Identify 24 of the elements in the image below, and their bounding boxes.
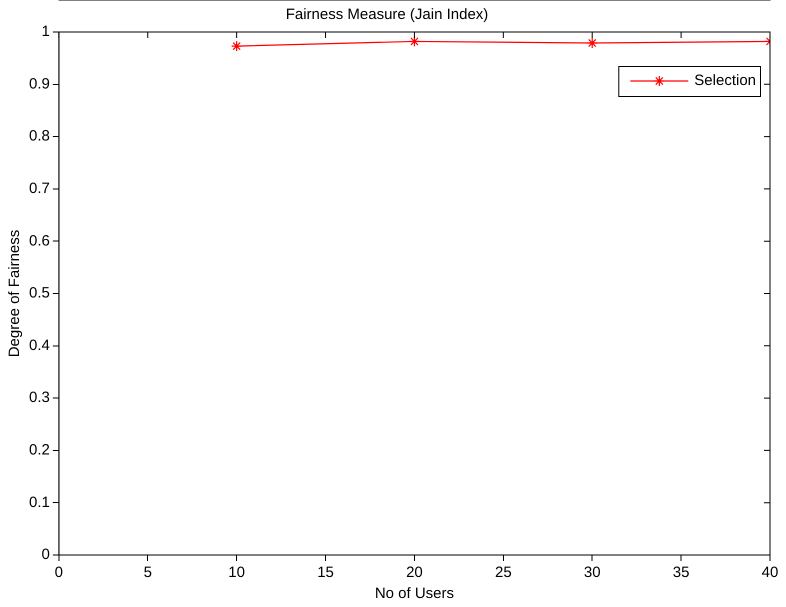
y-tick-label: 0.7 <box>28 180 50 198</box>
y-tick-label: 0.2 <box>28 442 50 459</box>
x-tick-label: 15 <box>317 564 334 582</box>
x-axis-title: No of Users <box>374 585 454 602</box>
x-tick-label: 30 <box>584 564 601 582</box>
x-tick-label: 0 <box>54 564 64 582</box>
y-tick-label: 0.3 <box>28 389 50 406</box>
y-tick-label: 0.4 <box>28 336 50 354</box>
x-tick-label: 10 <box>228 564 245 582</box>
x-tick-label: 5 <box>144 564 152 582</box>
y-tick-label: 0.9 <box>28 75 50 92</box>
chart-title: Fairness Measure (Jain Index) <box>286 6 488 24</box>
y-axis-title: Degree of Fairness <box>6 230 24 358</box>
y-tick-label: 0.8 <box>28 128 50 145</box>
x-tick-label: 40 <box>762 564 778 582</box>
x-tick-label: 35 <box>672 564 690 582</box>
x-tick-label: 20 <box>406 564 423 582</box>
y-tick-label: 1 <box>42 23 50 40</box>
legend-label: Selection <box>694 72 756 90</box>
y-tick-label: 0 <box>42 546 50 564</box>
y-tick-label: 0.5 <box>28 284 50 302</box>
y-tick-label: 0.6 <box>28 232 50 250</box>
x-tick-label: 25 <box>494 564 512 582</box>
y-tick-label: 0.1 <box>28 494 50 511</box>
